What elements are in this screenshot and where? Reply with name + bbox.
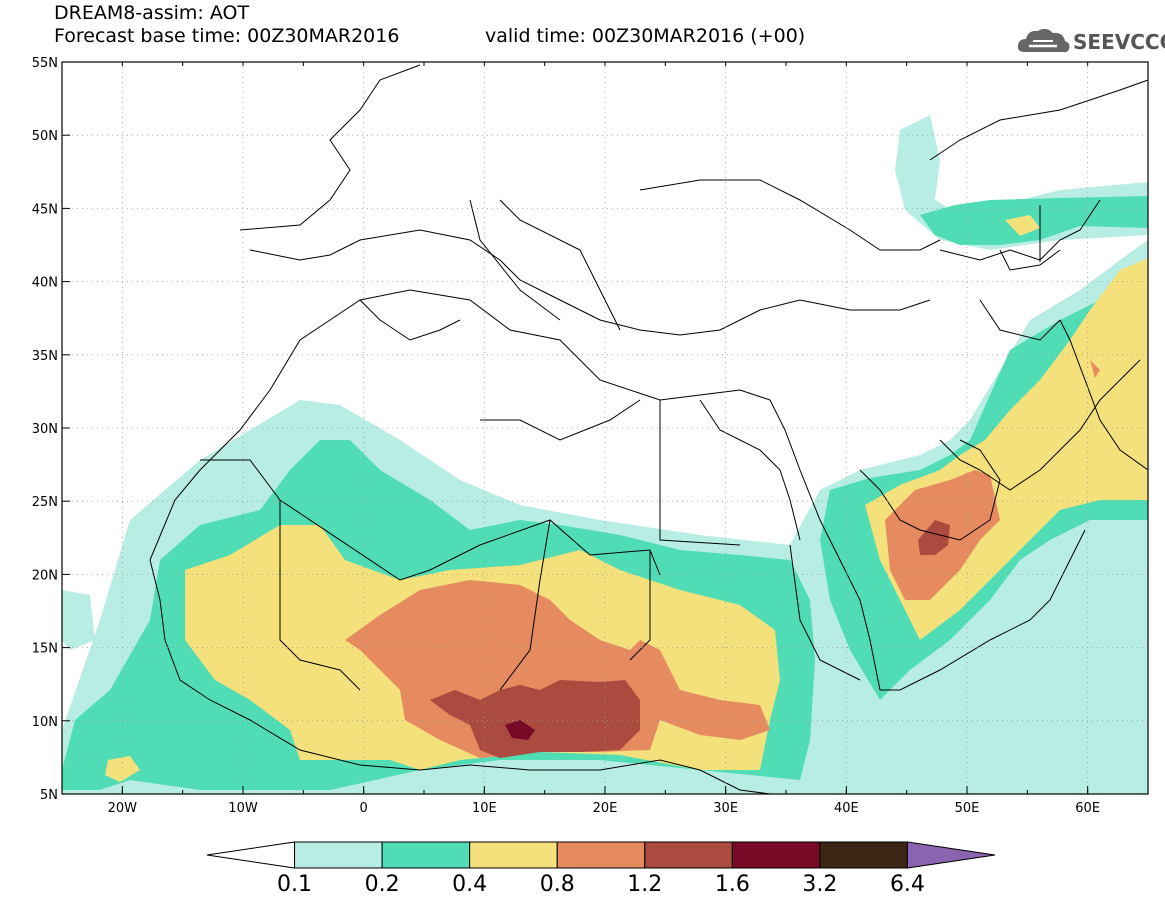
y-tick-label: 30N bbox=[32, 422, 58, 437]
colorbar-swatch bbox=[556, 841, 646, 869]
y-tick-label: 5N bbox=[40, 788, 58, 803]
colorbar-swatch bbox=[381, 841, 471, 869]
y-tick-label: 10N bbox=[32, 715, 58, 730]
colorbar-swatch bbox=[819, 841, 908, 869]
coastlines-borders bbox=[149, 64, 1148, 794]
y-tick-label: 45N bbox=[32, 202, 58, 217]
map-grid bbox=[62, 61, 1148, 795]
y-tick-label: 40N bbox=[32, 276, 58, 291]
colorbar-label: 0.8 bbox=[539, 872, 575, 897]
colorbar-label: 0.1 bbox=[277, 872, 313, 897]
colorbar-label: 3.2 bbox=[802, 872, 838, 897]
colorbar-label: 1.6 bbox=[714, 872, 750, 897]
logo-text: SEEVCCC bbox=[1073, 30, 1165, 54]
x-tick-label: 20E bbox=[593, 801, 618, 816]
y-tick-label: 25N bbox=[32, 495, 58, 510]
colorbar-swatch bbox=[644, 841, 733, 869]
x-tick-label: 0 bbox=[360, 801, 368, 816]
longitude-ticks: 20W 10W 0 10E 20E 30E 40E 50E 60E bbox=[61, 62, 1149, 816]
y-tick-label: 35N bbox=[32, 349, 58, 364]
colorbar-label: 0.4 bbox=[452, 872, 488, 897]
x-tick-label: 20W bbox=[108, 801, 138, 816]
y-tick-label: 20N bbox=[32, 568, 58, 583]
colorbar bbox=[206, 841, 996, 869]
valid-time: valid time: 00Z30MAR2016 (+00) bbox=[485, 25, 806, 47]
x-tick-label: 10W bbox=[228, 801, 258, 816]
aot-level-1-6 bbox=[505, 720, 535, 740]
colorbar-label: 1.2 bbox=[627, 872, 663, 897]
seevccc-logo: SEEVCCC bbox=[1015, 24, 1165, 58]
x-tick-label: 10E bbox=[472, 801, 497, 816]
y-tick-label: 15N bbox=[32, 642, 58, 657]
cloud-icon bbox=[1017, 28, 1070, 53]
y-tick-label: 55N bbox=[32, 56, 58, 71]
x-tick-label: 40E bbox=[834, 801, 859, 816]
colorbar-swatch bbox=[906, 841, 996, 869]
colorbar-label: 6.4 bbox=[889, 872, 925, 897]
y-tick-label: 50N bbox=[32, 129, 58, 144]
aot-level-1-2 bbox=[430, 520, 950, 758]
colorbar-swatch bbox=[469, 841, 558, 869]
x-tick-label: 30E bbox=[713, 801, 738, 816]
latitude-ticks: 55N 50N 45N 40N 35N 30N 25N 20N 15N 10N 5N bbox=[32, 56, 70, 803]
forecast-base-time: Forecast base time: 00Z30MAR2016 bbox=[54, 25, 400, 47]
map-title: DREAM8-assim: AOT bbox=[54, 2, 250, 24]
colorbar-swatch bbox=[206, 841, 296, 869]
colorbar-swatch bbox=[731, 841, 821, 869]
colorbar-swatch bbox=[294, 841, 383, 869]
x-tick-label: 60E bbox=[1075, 801, 1100, 816]
colorbar-label: 0.2 bbox=[364, 872, 400, 897]
x-tick-label: 50E bbox=[955, 801, 980, 816]
